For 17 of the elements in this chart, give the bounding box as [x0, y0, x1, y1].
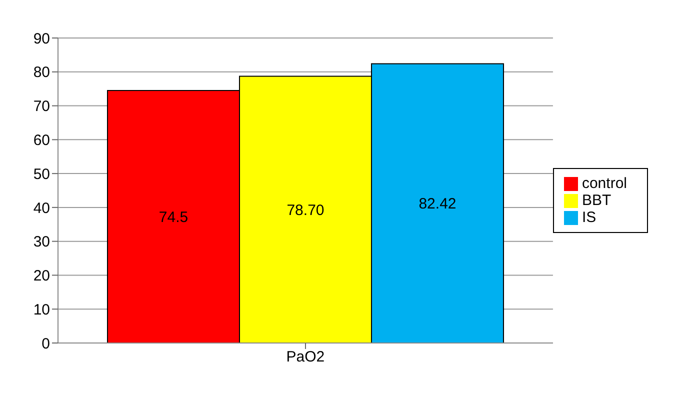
y-tick-label: 50	[33, 166, 50, 183]
y-tick-label: 90	[33, 30, 50, 48]
y-tick-label: 20	[33, 268, 50, 285]
y-tick-label: 30	[33, 234, 50, 251]
data-label: 78.70	[286, 202, 324, 219]
y-tick-label: 80	[33, 64, 50, 82]
x-tick-label: PaO2	[286, 348, 325, 366]
y-tick-label: 40	[33, 200, 50, 217]
y-tick-label: 60	[33, 132, 50, 149]
legend-label: control	[582, 175, 627, 192]
legend-label: IS	[582, 209, 596, 226]
y-tick-label: 70	[33, 98, 50, 116]
data-label: 82.42	[418, 196, 456, 213]
data-label: 74.5	[158, 209, 188, 226]
y-tick-label: 10	[33, 301, 50, 318]
y-tick-label: 0	[42, 335, 50, 352]
legend-label: BBT	[582, 192, 612, 209]
